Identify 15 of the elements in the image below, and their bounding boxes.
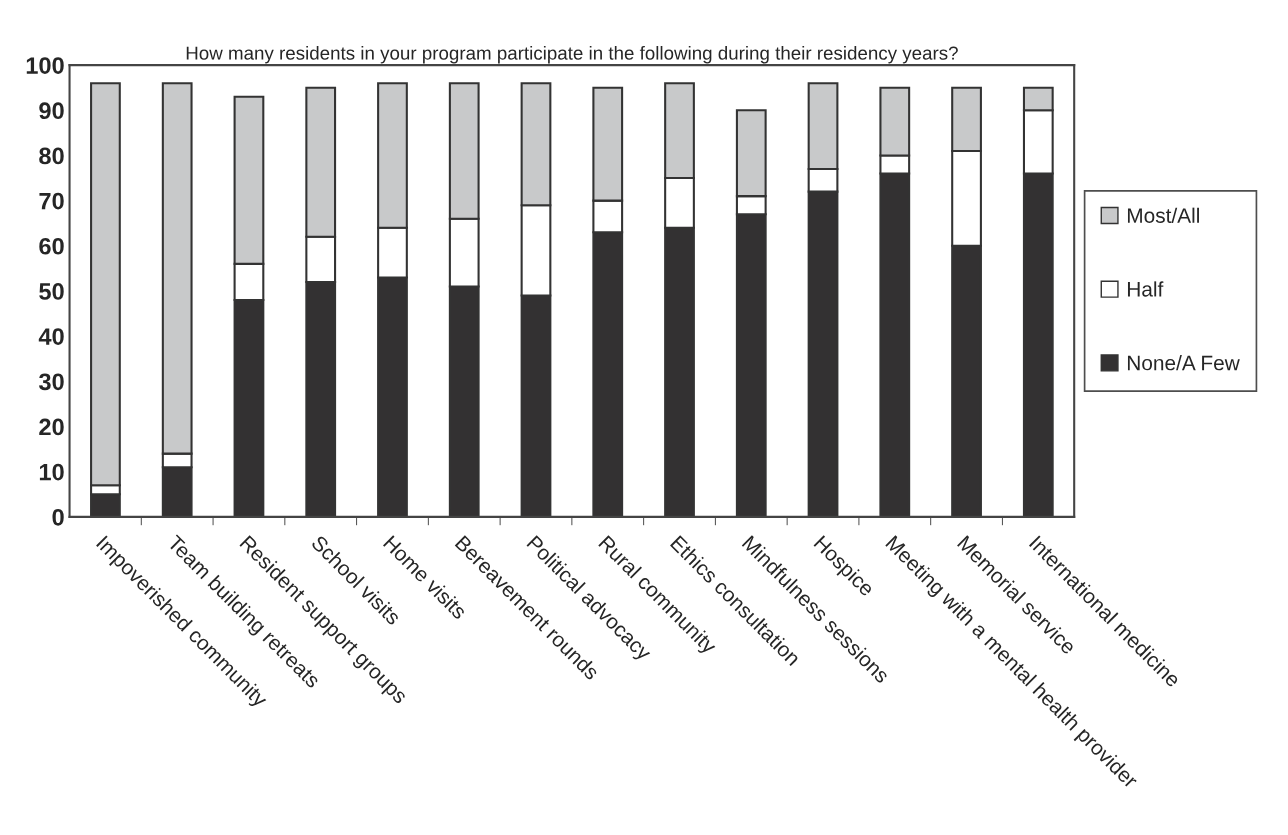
y-tick-label: 40 [38,328,64,345]
y-tick-label: 60 [39,237,64,255]
y-tick-label: 10 [39,463,64,481]
chart-title: How many residents in your program participate in the following during their residency years? [186,45,958,64]
y-tick-label: 100 [26,57,64,74]
y-tick-label: 50 [39,283,64,300]
y-tick-label: 90 [39,102,64,120]
y-tick-label: 70 [39,192,64,210]
legend-label: Half [1127,281,1164,297]
y-tick-label: 0 [52,508,64,526]
y-tick-label: 30 [38,373,64,391]
y-tick-label: 80 [39,147,64,165]
y-tick-label: 20 [39,418,64,436]
legend-label: Most/All [1127,207,1199,223]
legend-label: None/A Few [1127,355,1240,371]
